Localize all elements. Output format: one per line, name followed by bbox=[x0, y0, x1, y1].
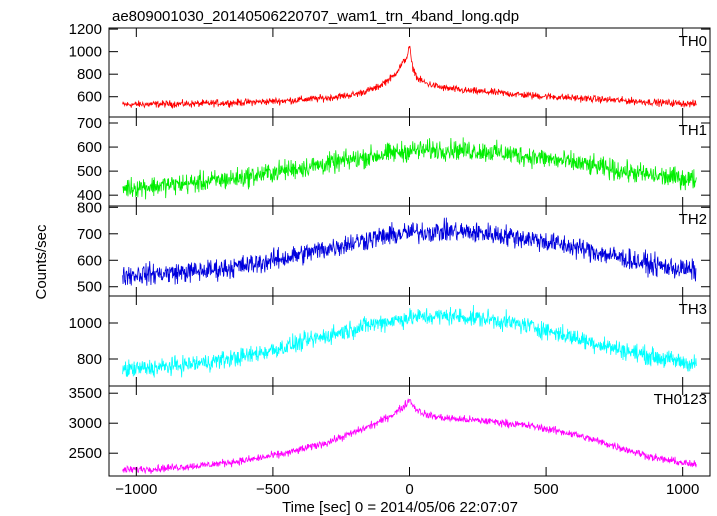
panel-label: TH3 bbox=[679, 301, 707, 318]
panel-th0123: 2500 3000 3500 TH0123 bbox=[69, 385, 711, 477]
x-tick-label: 500 bbox=[534, 481, 559, 498]
y-tick-label: 700 bbox=[77, 226, 102, 243]
panel-frame bbox=[108, 116, 711, 207]
y-tick-label: 800 bbox=[77, 199, 102, 216]
y-tick-label: 700 bbox=[77, 115, 102, 132]
y-tick-label: 3000 bbox=[69, 415, 102, 432]
x-tick-label: 0 bbox=[405, 481, 413, 498]
panel-th3: 800 1000 TH3 bbox=[69, 295, 711, 387]
panel-th2: 500 600 700 800 TH2 bbox=[77, 199, 711, 297]
series-line-th0 bbox=[122, 45, 697, 110]
x-axis-label: Time [sec] 0 = 2014/05/06 22:07:07 bbox=[282, 499, 518, 516]
series-line-th3 bbox=[122, 305, 697, 378]
x-tick-label: −1000 bbox=[115, 481, 157, 498]
y-tick-label: 400 bbox=[77, 187, 102, 204]
panel-label: TH0123 bbox=[654, 391, 707, 408]
panel-frame bbox=[108, 205, 711, 297]
panel-label: TH1 bbox=[679, 122, 707, 139]
y-tick-label: 600 bbox=[77, 139, 102, 156]
panel-th0: 600 800 1000 1200 TH0 bbox=[69, 21, 711, 118]
chart-title: ae809001030_20140506220707_wam1_trn_4ban… bbox=[112, 8, 519, 25]
y-tick-label: 800 bbox=[77, 66, 102, 83]
series-line-th0123 bbox=[122, 398, 697, 475]
panel-label: TH2 bbox=[679, 211, 707, 228]
panels: 600 800 1000 1200 TH0 400 500 600 700 TH1 500 600 70… bbox=[69, 21, 711, 498]
y-tick-label: 800 bbox=[77, 351, 102, 368]
y-tick-label: 1000 bbox=[69, 315, 102, 332]
panel-label: TH0 bbox=[679, 33, 707, 50]
series-line-th1 bbox=[122, 137, 697, 200]
x-tick-label: 1000 bbox=[666, 481, 699, 498]
y-tick-label: 1000 bbox=[69, 44, 102, 61]
y-tick-label: 500 bbox=[77, 163, 102, 180]
y-tick-label: 600 bbox=[77, 252, 102, 269]
y-tick-label: 500 bbox=[77, 279, 102, 296]
y-tick-label: 2500 bbox=[69, 445, 102, 462]
y-axis-label: Counts/sec bbox=[33, 224, 50, 300]
panel-th1: 400 500 600 700 TH1 bbox=[77, 115, 711, 207]
y-tick-label: 600 bbox=[77, 89, 102, 106]
y-tick-label: 1200 bbox=[69, 21, 102, 38]
series-line-th2 bbox=[122, 217, 697, 286]
x-tick-label: −500 bbox=[256, 481, 290, 498]
y-tick-label: 3500 bbox=[69, 385, 102, 402]
